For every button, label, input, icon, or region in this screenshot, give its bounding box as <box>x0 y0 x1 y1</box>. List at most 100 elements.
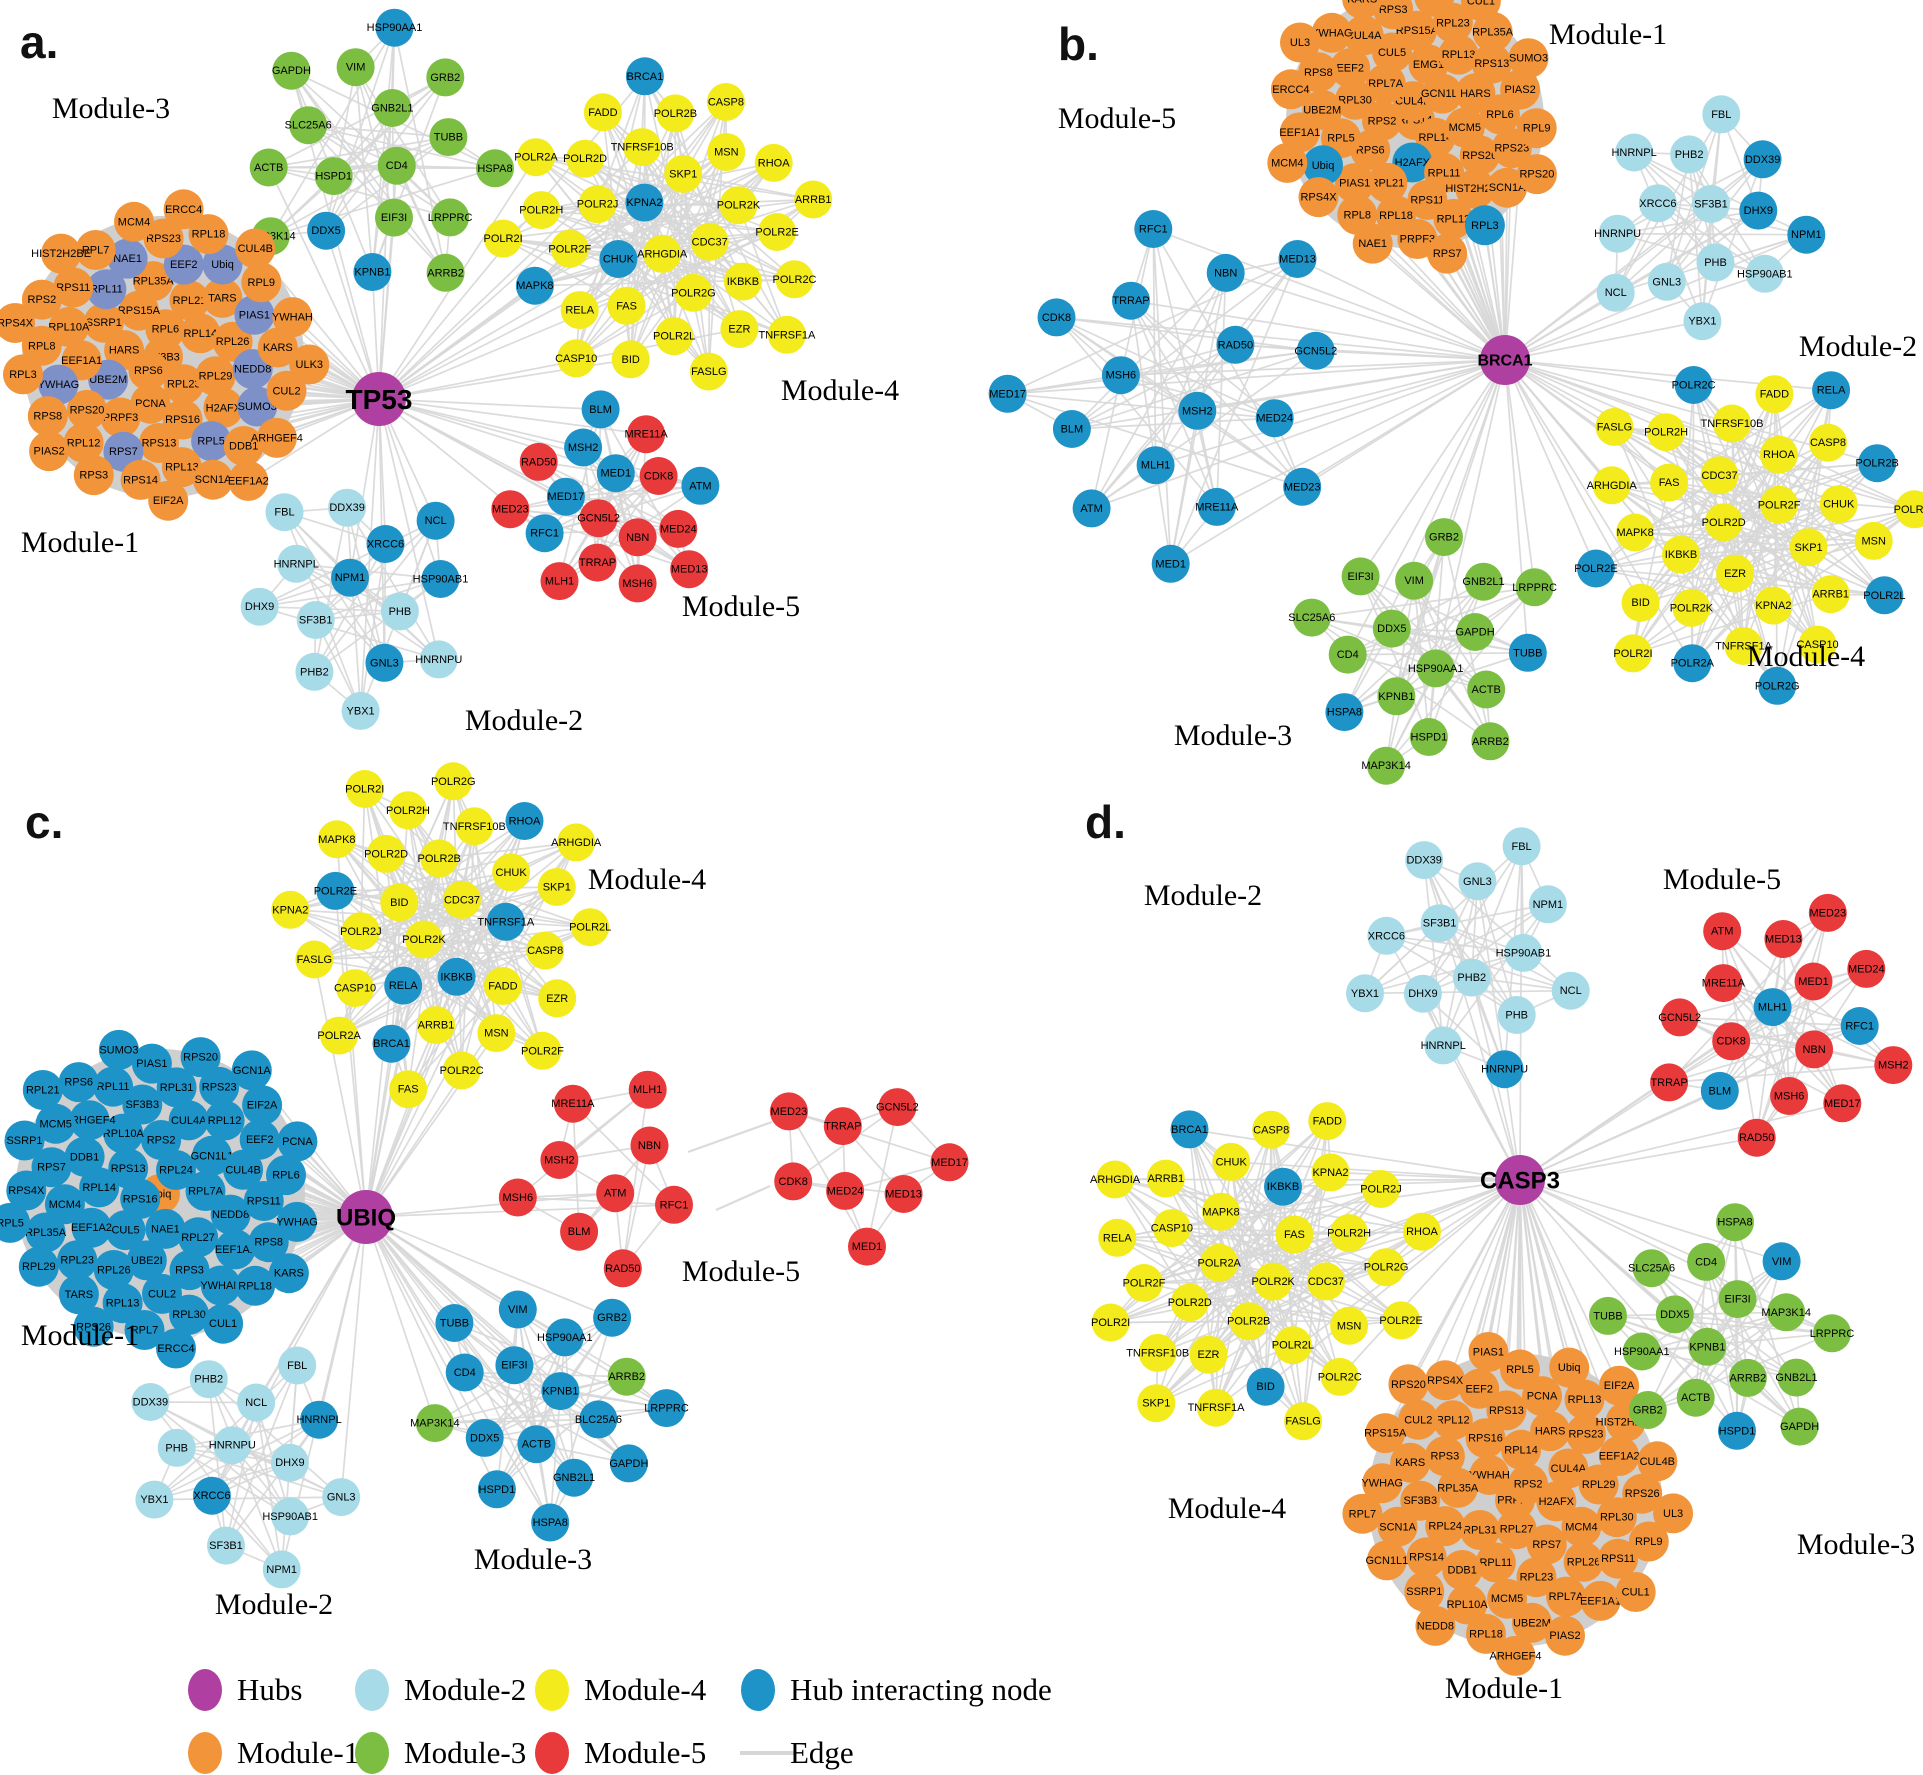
node-RPS20[interactable]: RPS20 <box>180 1037 221 1078</box>
node-CD4[interactable]: CD4 <box>1328 635 1367 674</box>
node-POLR2J[interactable]: POLR2J <box>577 185 619 224</box>
node-PHB[interactable]: PHB <box>157 1428 196 1467</box>
node-RPL35A[interactable]: RPL35A <box>1437 1467 1479 1508</box>
node-DDB1[interactable]: DDB1 <box>64 1136 105 1177</box>
node-EZR[interactable]: EZR <box>1189 1335 1228 1374</box>
node-CDK8[interactable]: CDK8 <box>1712 1022 1751 1061</box>
node-NPM1[interactable]: NPM1 <box>262 1550 301 1589</box>
node-MLH1[interactable]: MLH1 <box>628 1070 667 1109</box>
node-FBL[interactable]: FBL <box>1702 95 1741 134</box>
node-DDB1[interactable]: DDB1 <box>1442 1550 1483 1590</box>
node-IKBKB[interactable]: IKBKB <box>1264 1167 1302 1206</box>
node-CUL2[interactable]: CUL2 <box>1398 1399 1439 1440</box>
node-POLR2A[interactable]: POLR2A <box>1197 1243 1242 1282</box>
node-RFC1[interactable]: RFC1 <box>525 514 564 553</box>
node-TARS[interactable]: TARS <box>202 277 243 318</box>
node-PHB[interactable]: PHB <box>1696 243 1735 282</box>
node-PHB2[interactable]: PHB2 <box>1670 135 1709 174</box>
node-HNRNPU[interactable]: HNRNPU <box>209 1426 256 1465</box>
node-CHUK[interactable]: CHUK <box>492 853 531 892</box>
node-MCM4[interactable]: MCM4 <box>114 201 154 242</box>
node-RPS11[interactable]: RPS11 <box>1598 1538 1639 1579</box>
node-EIF3I[interactable]: EIF3I <box>1718 1280 1757 1319</box>
node-CHUK[interactable]: CHUK <box>1212 1142 1251 1181</box>
node-RHOA[interactable]: RHOA <box>505 802 544 840</box>
node-NCL[interactable]: NCL <box>237 1383 276 1422</box>
node-RPL29[interactable]: RPL29 <box>195 356 236 397</box>
node-POLR2E[interactable]: POLR2E <box>314 871 357 910</box>
node-RPL23[interactable]: RPL23 <box>1516 1557 1557 1598</box>
node-MED23[interactable]: MED23 <box>1808 893 1847 932</box>
node-RPS20[interactable]: RPS20 <box>1516 154 1557 195</box>
node-MAP3K14[interactable]: MAP3K14 <box>1361 746 1411 785</box>
node-POLR2D[interactable]: POLR2D <box>1168 1283 1212 1322</box>
node-ARRB1[interactable]: ARRB1 <box>1811 575 1850 614</box>
node-HARS[interactable]: HARS <box>104 330 145 371</box>
node-RPS4X[interactable]: RPS4X <box>6 1170 47 1211</box>
node-RELA[interactable]: RELA <box>1098 1218 1137 1257</box>
node-EEF2[interactable]: EEF2 <box>1330 48 1371 89</box>
node-YBX1[interactable]: YBX1 <box>135 1480 174 1519</box>
node-RAD50[interactable]: RAD50 <box>603 1249 642 1288</box>
node-RPS14[interactable]: RPS14 <box>120 459 161 500</box>
node-RPL7A[interactable]: RPL7A <box>1365 63 1406 104</box>
node-TNFRSF1A[interactable]: TNFRSF1A <box>477 902 535 941</box>
node-FAS[interactable]: FAS <box>1650 463 1689 502</box>
node-HNRNPU[interactable]: HNRNPU <box>415 640 462 679</box>
node-SLC25A6[interactable]: SLC25A6 <box>1288 598 1335 637</box>
node-CUL4B[interactable]: CUL4B <box>235 228 276 269</box>
node-HSPA8[interactable]: HSPA8 <box>531 1503 570 1542</box>
node-TARS[interactable]: TARS <box>1414 0 1455 17</box>
node-DDX39[interactable]: DDX39 <box>1405 841 1444 880</box>
node-RPL30[interactable]: RPL30 <box>1596 1497 1637 1538</box>
node-IKBKB[interactable]: IKBKB <box>437 957 476 996</box>
node-DHX9[interactable]: DHX9 <box>1403 974 1442 1013</box>
node-DDX39[interactable]: DDX39 <box>328 488 367 527</box>
node-HNRNPL[interactable]: HNRNPL <box>1611 133 1657 172</box>
node-IKBKB[interactable]: IKBKB <box>1662 535 1700 574</box>
node-CDK8[interactable]: CDK8 <box>774 1162 813 1201</box>
node-GAPDH[interactable]: GAPDH <box>272 51 311 90</box>
node-PCNA[interactable]: PCNA <box>130 383 171 424</box>
node-POLR2C[interactable]: POLR2C <box>1672 366 1716 404</box>
node-KPNB1[interactable]: KPNB1 <box>1377 677 1416 716</box>
node-POLR2L[interactable]: POLR2L <box>1863 576 1906 615</box>
node-RPL21[interactable]: RPL21 <box>169 280 210 321</box>
node-RPS13[interactable]: RPS13 <box>1486 1390 1527 1431</box>
node-XRCC6[interactable]: XRCC6 <box>192 1476 231 1515</box>
node-POLR2K[interactable]: POLR2K <box>1251 1262 1296 1301</box>
node-RELA[interactable]: RELA <box>384 966 423 1005</box>
node-RPL7A[interactable]: RPL7A <box>1546 1576 1587 1617</box>
node-MED17[interactable]: MED17 <box>1823 1084 1862 1123</box>
node-SF3B1[interactable]: SF3B1 <box>1692 185 1730 223</box>
node-ACTB[interactable]: ACTB <box>1467 670 1506 709</box>
node-GNB2L1[interactable]: GNB2L1 <box>1775 1358 1818 1397</box>
node-HSPD1[interactable]: HSPD1 <box>1409 718 1448 756</box>
node-EZR[interactable]: EZR <box>720 310 759 349</box>
node-MED17[interactable]: MED17 <box>546 477 585 516</box>
node-PIAS2[interactable]: PIAS2 <box>1545 1615 1585 1656</box>
node-DHX9[interactable]: DHX9 <box>270 1443 309 1482</box>
node-RPS3[interactable]: RPS3 <box>169 1250 210 1291</box>
node-VIM[interactable]: VIM <box>1395 561 1434 600</box>
node-RPL11[interactable]: RPL11 <box>1475 1542 1516 1583</box>
node-GRB2[interactable]: GRB2 <box>1425 518 1463 557</box>
node-GNB2L1[interactable]: GNB2L1 <box>371 89 414 127</box>
node-BID[interactable]: BID <box>380 883 419 922</box>
node-SSRP1[interactable]: SSRP1 <box>4 1120 45 1161</box>
node-CD4[interactable]: CD4 <box>1687 1242 1726 1281</box>
node-POLR2I[interactable]: POLR2I <box>1091 1303 1130 1342</box>
node-GCN1A[interactable]: GCN1A <box>231 1050 272 1091</box>
node-RAD50[interactable]: RAD50 <box>1737 1118 1776 1157</box>
node-CD4[interactable]: CD4 <box>377 146 416 185</box>
node-ARRB2[interactable]: ARRB2 <box>607 1357 646 1396</box>
node-GNL3[interactable]: GNL3 <box>322 1478 361 1517</box>
node-LRPPRC[interactable]: LRPPRC <box>428 198 473 237</box>
node-KPNA2[interactable]: KPNA2 <box>625 183 664 222</box>
node-SKP1[interactable]: SKP1 <box>1137 1384 1176 1423</box>
node-RFC1[interactable]: RFC1 <box>1840 1007 1879 1045</box>
node-RPL5[interactable]: RPL5 <box>191 421 232 461</box>
node-MSH6[interactable]: MSH6 <box>498 1178 537 1217</box>
node-CASP10[interactable]: CASP10 <box>334 969 376 1008</box>
node-RPL18[interactable]: RPL18 <box>1466 1613 1506 1654</box>
